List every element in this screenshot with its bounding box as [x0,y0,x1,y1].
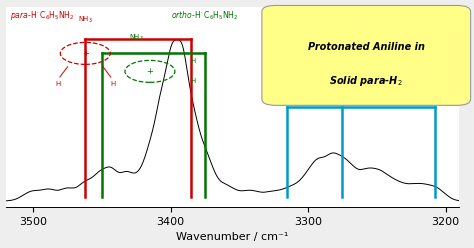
Text: H: H [55,81,61,87]
Text: H: H [191,78,196,84]
Text: NH$_3$: NH$_3$ [78,15,93,26]
Text: H: H [110,81,115,87]
Text: $\it{para}$-H$^\cdot$C$_6$H$_5$NH$_2$: $\it{para}$-H$^\cdot$C$_6$H$_5$NH$_2$ [10,9,75,23]
Text: H: H [191,58,196,64]
Text: $\it{ortho}$-H$^\cdot$C$_6$H$_5$NH$_2$: $\it{ortho}$-H$^\cdot$C$_6$H$_5$NH$_2$ [171,9,239,22]
Text: $\it{amino}$-H$^\cdot$C$_6$H$_5$NH$_2$: $\it{amino}$-H$^\cdot$C$_6$H$_5$NH$_2$ [274,9,345,22]
FancyBboxPatch shape [262,5,471,105]
Text: +: + [82,49,89,58]
Text: NH$_3^+$: NH$_3^+$ [344,33,361,45]
Text: Solid para-H$_2$: Solid para-H$_2$ [329,74,403,88]
X-axis label: Wavenumber / cm⁻¹: Wavenumber / cm⁻¹ [176,232,289,243]
Text: +: + [146,67,154,76]
Text: NH$_3$: NH$_3$ [129,33,144,43]
Text: Protonated Aniline in: Protonated Aniline in [308,42,425,52]
